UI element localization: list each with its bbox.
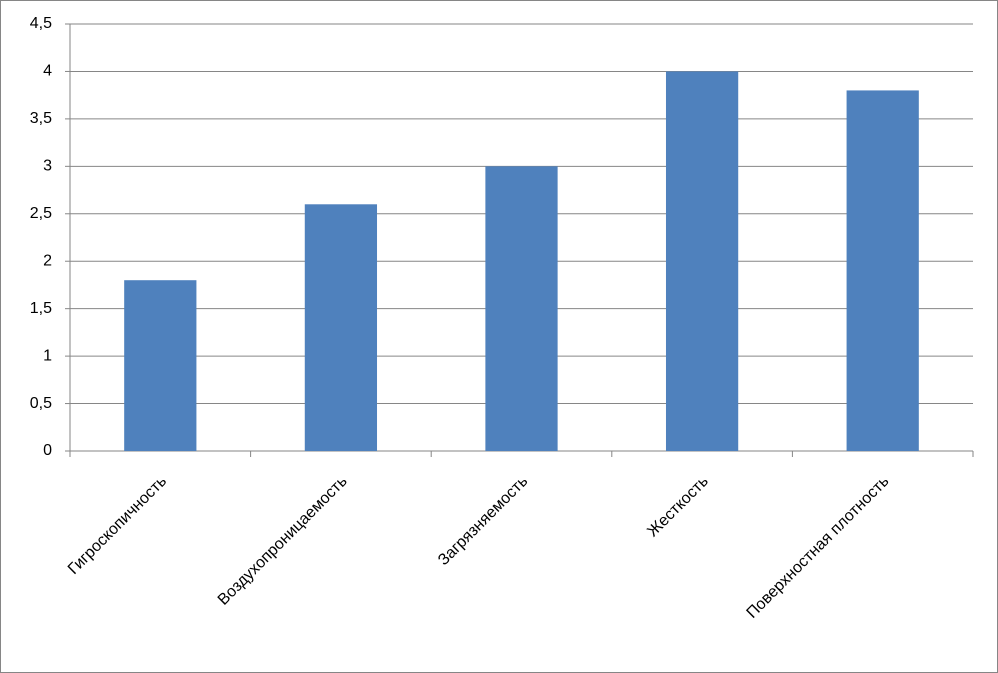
- bar: [846, 90, 919, 451]
- bar: [124, 280, 197, 451]
- y-tick-label: 2: [43, 252, 52, 269]
- y-tick-label: 3,5: [30, 110, 52, 127]
- y-tick-label: 2,5: [30, 205, 52, 222]
- bar: [665, 71, 739, 451]
- y-tick-label: 4,5: [30, 15, 52, 32]
- y-tick-label: 1: [43, 347, 52, 364]
- y-tick-label: 0: [43, 442, 52, 459]
- bar: [485, 166, 558, 452]
- y-tick-label: 4: [43, 63, 52, 80]
- y-tick-label: 1,5: [30, 300, 52, 317]
- y-tick-label: 0,5: [30, 395, 52, 412]
- y-tick-label: 3: [43, 158, 52, 175]
- bar: [304, 204, 378, 451]
